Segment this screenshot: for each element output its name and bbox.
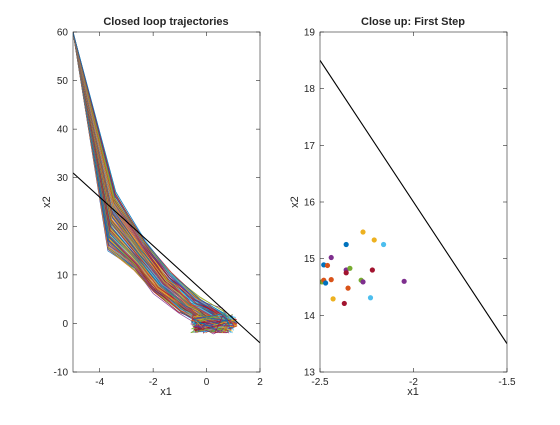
scatter-point xyxy=(347,265,353,271)
left-x-tick-label: -4 xyxy=(95,377,104,388)
left-y-tick-label: -10 xyxy=(54,368,69,379)
scatter-point xyxy=(328,277,334,283)
right-x-tick-label: -2.5 xyxy=(311,377,329,388)
scatter-point xyxy=(345,285,351,291)
scatter-point xyxy=(343,270,349,276)
right-y-axis-label: x2 xyxy=(289,196,301,208)
scatter-point xyxy=(324,262,331,269)
left-chart-title: Closed loop trajectories xyxy=(103,16,228,28)
scatter-point xyxy=(360,279,366,285)
right-x-tick-label: -2 xyxy=(409,377,418,388)
trajectory-line xyxy=(73,32,232,332)
right-x-tick-label: -1.5 xyxy=(498,377,516,388)
right-y-tick-label: 18 xyxy=(304,84,316,95)
scatter-point xyxy=(343,241,349,248)
scatter-point xyxy=(380,241,387,248)
scatter-point xyxy=(369,267,375,273)
scatter-point xyxy=(371,237,377,243)
left-y-tick-label: 30 xyxy=(57,173,69,184)
left-x-tick-label: 2 xyxy=(257,377,263,388)
left-y-tick-label: 40 xyxy=(57,125,69,136)
scatter-point xyxy=(367,295,374,301)
left-y-tick-label: 0 xyxy=(62,319,68,330)
right-y-tick-label: 16 xyxy=(304,198,316,209)
trajectory-line xyxy=(73,32,232,334)
right-y-tick-label: 19 xyxy=(304,28,316,39)
right-y-tick-label: 14 xyxy=(304,311,316,322)
right-y-tick-label: 15 xyxy=(304,254,316,265)
left-y-tick-label: 20 xyxy=(57,222,69,233)
left-y-axis-label: x2 xyxy=(41,196,53,208)
scatter-point xyxy=(328,254,334,261)
left-y-tick-label: 50 xyxy=(57,76,69,87)
left-x-tick-label: -2 xyxy=(149,377,158,388)
right-y-tick-label: 17 xyxy=(304,141,316,152)
scatter-point xyxy=(330,296,336,302)
scatter-point xyxy=(360,229,366,235)
scatter-point xyxy=(341,300,347,307)
scatter-point xyxy=(323,280,329,286)
left-x-axis-label: x1 xyxy=(160,386,172,398)
trajectory-line xyxy=(73,32,230,330)
right-chart-title: Close up: First Step xyxy=(361,16,465,28)
left-x-tick-label: 0 xyxy=(204,377,210,388)
left-axes-box xyxy=(72,31,261,373)
right-y-tick-label: 13 xyxy=(304,368,316,379)
scatter-point xyxy=(401,278,407,284)
left-constraint-line xyxy=(73,172,260,344)
left-axes: Closed loop trajectories x1 x2 -4 -2 0 2 -10… xyxy=(41,16,263,398)
right-x-axis-label: x1 xyxy=(407,386,419,398)
left-plot-area xyxy=(73,32,260,344)
trajectory-line xyxy=(73,32,231,323)
right-constraint-line xyxy=(320,60,507,344)
left-y-tick-label: 10 xyxy=(57,270,69,281)
left-y-tick-label: 60 xyxy=(57,28,69,39)
right-plot-area xyxy=(320,60,507,344)
right-axes: Close up: First Step x1 x2 -2.5 -2 -1.5 13 1… xyxy=(289,16,516,398)
